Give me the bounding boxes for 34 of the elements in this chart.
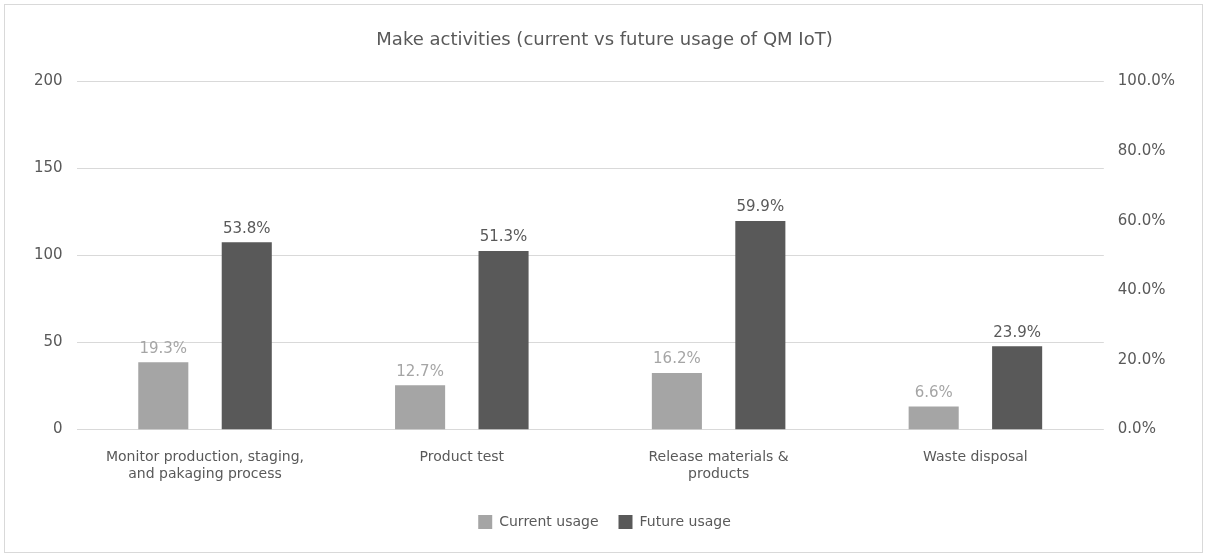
bar [908, 406, 959, 430]
bar [735, 221, 786, 430]
y2-tick-label: 20.0% [1117, 349, 1166, 368]
x-tick-label: Monitor production, staging, and pakaging process [105, 448, 305, 482]
bar [478, 250, 529, 430]
data-label: 19.3% [139, 338, 188, 357]
x-tick-label: Product test [419, 448, 505, 465]
bar [395, 385, 446, 430]
y2-tick-label: 40.0% [1117, 280, 1166, 299]
data-label: 12.7% [396, 361, 444, 380]
bar [651, 373, 702, 430]
y2-tick-label: 60.0% [1117, 210, 1166, 229]
bar [992, 346, 1043, 430]
y-tick-label: 150 [33, 158, 63, 177]
y-tick-label: 200 [33, 71, 63, 90]
legend-label: Future usage [639, 512, 731, 529]
data-label: 16.2% [653, 349, 701, 368]
y2-tick-label: 0.0% [1117, 419, 1156, 438]
y-tick-label: 0 [53, 419, 63, 438]
data-label: 6.6% [914, 382, 953, 401]
x-tick-label: Release materials & products [648, 448, 789, 482]
y2-tick-label: 80.0% [1117, 141, 1166, 160]
y-tick-label: 50 [43, 332, 63, 351]
bar [138, 362, 189, 430]
x-tick-label: Waste disposal [923, 448, 1028, 465]
y2-tick-label: 100.0% [1117, 71, 1176, 90]
y-tick-label: 100 [33, 245, 63, 264]
legend-label: Current usage [499, 512, 599, 529]
chart-title: Make activities (current vs future usage of QM IoT) [376, 28, 833, 50]
data-label: 59.9% [736, 197, 785, 216]
data-label: 53.8% [222, 218, 271, 237]
data-label: 51.3% [479, 227, 528, 246]
bar [221, 242, 272, 430]
data-label: 23.9% [993, 322, 1041, 341]
